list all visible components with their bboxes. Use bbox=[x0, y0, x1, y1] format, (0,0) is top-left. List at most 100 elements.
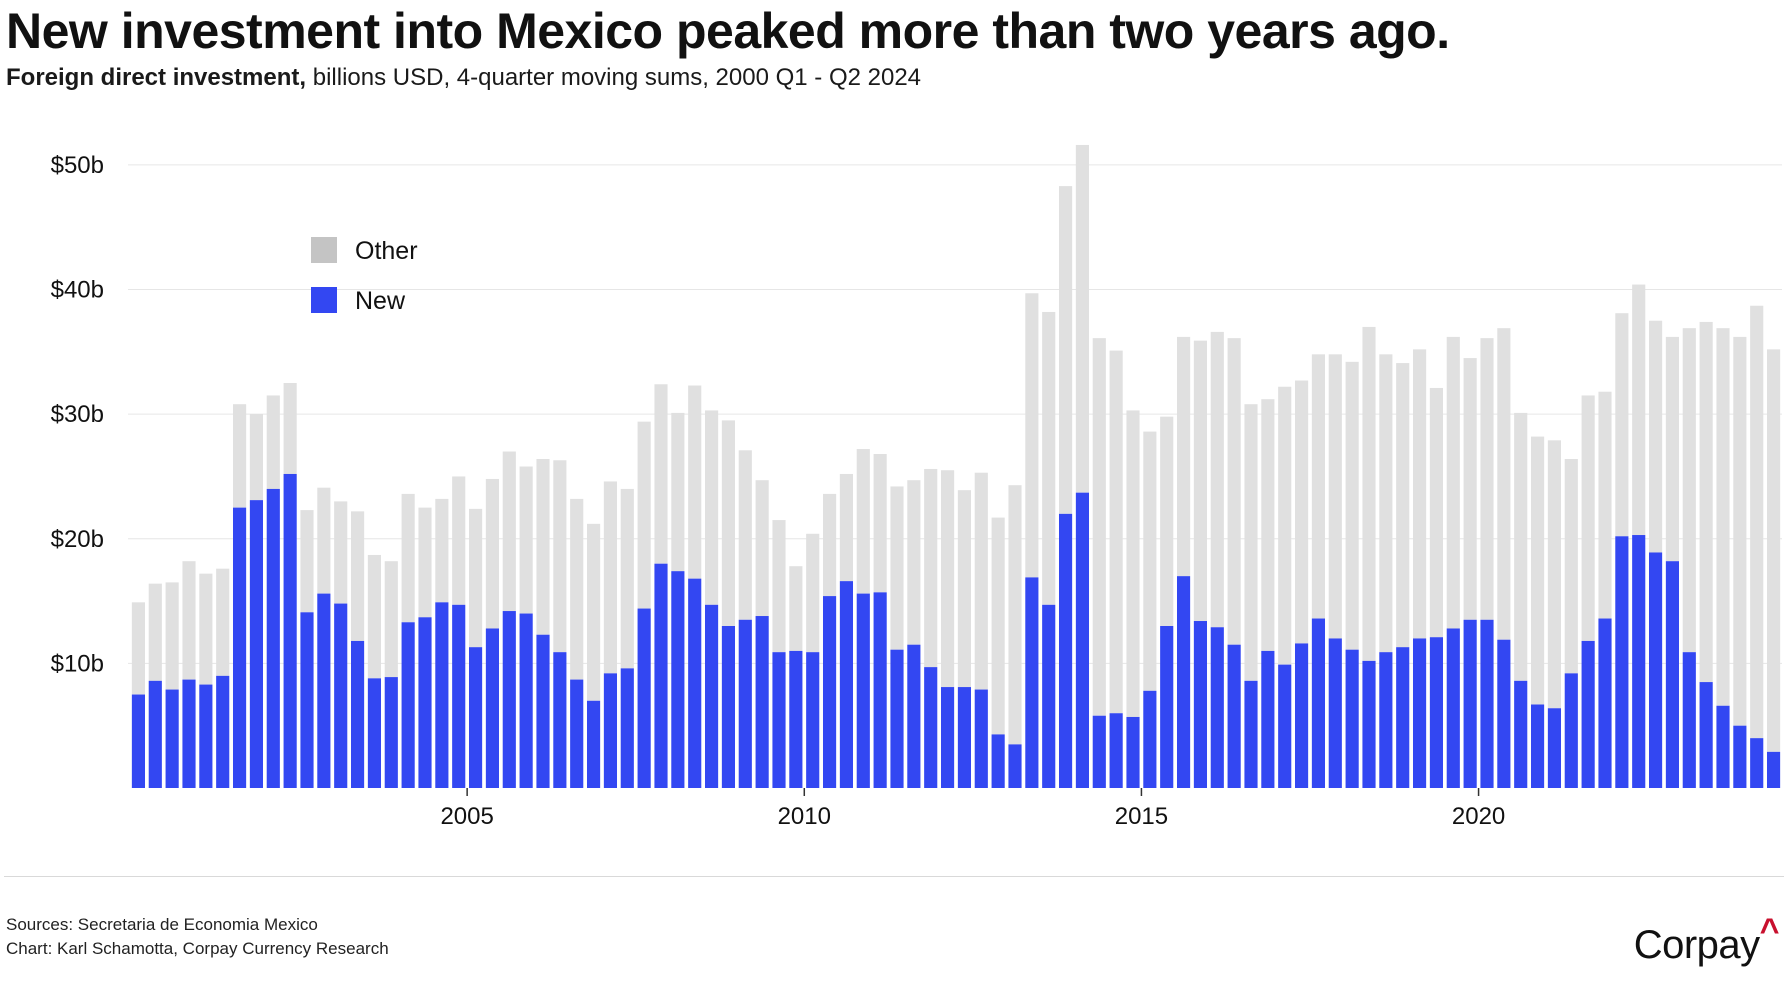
bar-other bbox=[536, 459, 550, 635]
bar-other bbox=[721, 420, 736, 626]
chart-title: New investment into Mexico peaked more t… bbox=[6, 3, 1450, 59]
bar-other bbox=[216, 568, 230, 676]
bar-other bbox=[839, 473, 854, 582]
bar-new bbox=[1025, 577, 1039, 788]
bar-other bbox=[738, 450, 752, 620]
bar-new bbox=[401, 622, 415, 788]
bar-new bbox=[1278, 664, 1292, 788]
bar-new bbox=[1126, 716, 1140, 788]
bar-new bbox=[1648, 552, 1663, 788]
bar-other bbox=[957, 490, 972, 688]
bar-other bbox=[1042, 311, 1056, 605]
bar-new bbox=[839, 581, 854, 788]
legend: Other New bbox=[311, 237, 418, 315]
bar-other bbox=[671, 412, 685, 572]
bar-other bbox=[1733, 336, 1747, 726]
bar-new bbox=[1092, 715, 1106, 788]
bar-other bbox=[485, 478, 500, 629]
bar-new bbox=[907, 644, 921, 788]
x-tick-label: 2020 bbox=[1452, 803, 1505, 830]
bar-new bbox=[1514, 680, 1528, 788]
y-tick-label: $30b bbox=[51, 401, 104, 428]
bar-new bbox=[435, 602, 449, 788]
bar-new bbox=[1345, 649, 1359, 788]
bar-other bbox=[1530, 436, 1545, 705]
bar-new bbox=[806, 652, 820, 788]
subtitle-rest: billions USD, 4-quarter moving sums, 200… bbox=[306, 64, 922, 91]
bar-other bbox=[1699, 321, 1713, 683]
y-axis: $10b $20b $30b $40b $50b bbox=[51, 152, 104, 677]
bar-new bbox=[199, 684, 213, 788]
bar-new bbox=[300, 612, 314, 788]
bar-other bbox=[1682, 328, 1696, 653]
bar-other bbox=[435, 498, 449, 603]
bar-other bbox=[367, 554, 382, 679]
bar-new bbox=[1227, 644, 1241, 788]
bar-other bbox=[1581, 395, 1595, 641]
bar-new bbox=[1682, 652, 1696, 788]
bar-other bbox=[1345, 361, 1359, 650]
bar-new bbox=[637, 608, 651, 788]
bar-new bbox=[334, 603, 348, 788]
bar-new bbox=[974, 689, 988, 788]
bar-other bbox=[570, 498, 584, 680]
bar-other bbox=[924, 468, 938, 668]
bar-other bbox=[1412, 349, 1427, 639]
brand-caret-icon: ^ bbox=[1759, 912, 1780, 950]
bar-new bbox=[283, 473, 297, 788]
bar-other bbox=[603, 481, 618, 674]
legend-label: New bbox=[355, 287, 406, 315]
bar-new bbox=[502, 611, 516, 788]
bar-other bbox=[468, 508, 483, 648]
bar-new bbox=[1109, 713, 1123, 788]
bar-other bbox=[1126, 410, 1140, 717]
bar-new bbox=[1750, 738, 1764, 788]
bar-new bbox=[1463, 619, 1477, 788]
bar-new bbox=[1766, 751, 1781, 788]
bar-other bbox=[755, 480, 769, 617]
sources-note: Sources: Secretaria de Economia Mexico bbox=[6, 915, 318, 934]
bar-new bbox=[1564, 673, 1578, 788]
y-tick-label: $50b bbox=[51, 152, 104, 179]
bar-new bbox=[1547, 708, 1562, 788]
bar-other bbox=[1311, 354, 1326, 619]
bar-other bbox=[1615, 313, 1629, 537]
bar-other bbox=[1176, 336, 1191, 577]
bar-other bbox=[1008, 485, 1022, 745]
bar-new bbox=[165, 689, 179, 788]
bar-new bbox=[1530, 704, 1545, 788]
bar-new bbox=[957, 687, 972, 788]
bar-new bbox=[131, 694, 146, 788]
bar-other bbox=[1716, 328, 1730, 706]
bar-new bbox=[1193, 621, 1208, 788]
bar-other bbox=[1396, 363, 1410, 648]
bar-other bbox=[1632, 284, 1646, 536]
bar-other bbox=[856, 449, 870, 594]
bar-other bbox=[654, 384, 668, 564]
bar-new bbox=[519, 613, 533, 788]
bar-new bbox=[367, 678, 382, 788]
bar-other bbox=[401, 493, 415, 623]
bar-other bbox=[249, 414, 264, 501]
bar-new bbox=[553, 652, 567, 788]
y-tick-label: $10b bbox=[51, 650, 104, 677]
bar-new bbox=[232, 507, 247, 788]
bar-other bbox=[806, 533, 820, 653]
bar-new bbox=[1699, 682, 1713, 788]
bar-new bbox=[1143, 690, 1157, 788]
bar-new bbox=[671, 571, 685, 788]
bar-other bbox=[1227, 338, 1241, 645]
bar-other bbox=[199, 573, 213, 685]
y-tick-label: $40b bbox=[51, 277, 104, 304]
bar-other bbox=[1160, 416, 1174, 626]
bars bbox=[131, 144, 1781, 788]
bar-other bbox=[1446, 336, 1460, 629]
bar-other bbox=[704, 410, 719, 605]
bar-new bbox=[266, 488, 280, 788]
bar-other bbox=[1362, 326, 1376, 661]
bar-new bbox=[1497, 639, 1511, 788]
bar-other bbox=[907, 480, 921, 645]
bar-other bbox=[1547, 440, 1562, 709]
bar-other bbox=[890, 486, 904, 650]
bar-other bbox=[350, 511, 365, 641]
